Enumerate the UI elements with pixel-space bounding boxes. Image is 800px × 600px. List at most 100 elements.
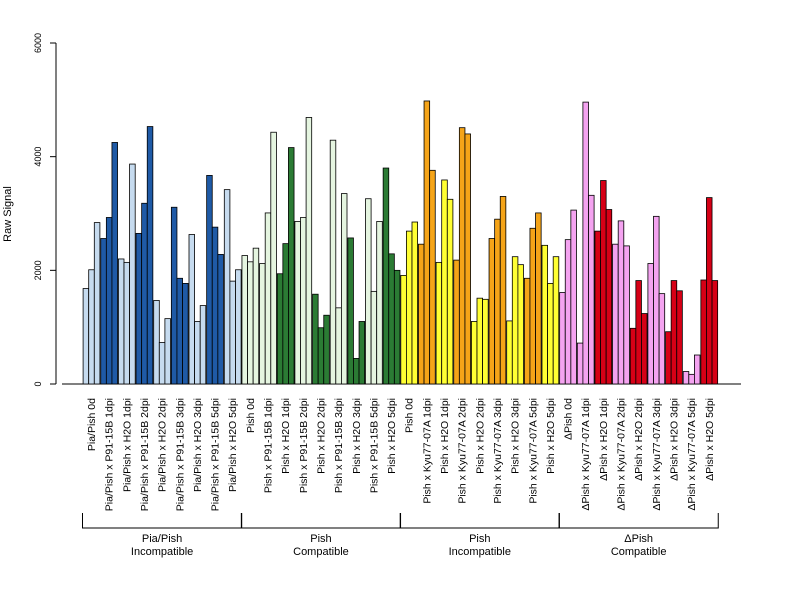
bar	[229, 280, 236, 385]
x-tick-label: ΔPish x Kyu77-07A 2dpi	[616, 398, 628, 511]
bar	[100, 238, 107, 385]
bar	[235, 269, 242, 385]
bar	[105, 217, 113, 385]
x-tick-label: Pish x H2O 1dpi	[439, 398, 451, 474]
bar	[499, 196, 507, 385]
bar	[559, 292, 566, 385]
group-bracket	[82, 513, 243, 529]
bar	[676, 290, 683, 385]
x-tick-label: Pia/Pish x H2O 3dpi	[192, 398, 204, 492]
x-tick-label: ΔPish x Kyu77-07A 5dpi	[686, 398, 698, 511]
x-tick-label: ΔPish x H2O 1dpi	[598, 398, 610, 481]
group-bracket	[399, 513, 560, 529]
group-label-line1: Pish	[310, 533, 331, 545]
x-tick-label: Pia/Pish x H2O 5dpi	[227, 398, 239, 492]
bar	[706, 197, 713, 385]
bar	[605, 209, 613, 385]
bar	[393, 269, 401, 385]
x-tick-label: Pish x P91-15B 3dpi	[333, 398, 345, 493]
bar	[623, 245, 630, 385]
bar	[111, 142, 118, 385]
bar	[153, 300, 160, 385]
bar	[312, 293, 319, 385]
bar	[294, 221, 301, 385]
bar	[658, 293, 666, 385]
bar	[700, 279, 707, 385]
group-label-line2: Incompatible	[131, 546, 193, 558]
bar	[158, 342, 166, 385]
bar	[665, 331, 672, 385]
bar	[259, 263, 266, 385]
y-axis-ticks: 0 2000 4000 6000	[33, 33, 56, 387]
bar	[476, 297, 483, 385]
bar	[488, 238, 496, 385]
bar	[694, 354, 701, 385]
bar	[82, 288, 90, 385]
bar	[570, 209, 577, 385]
bar	[711, 280, 719, 385]
x-tick-label: Pish x H2O 3dpi	[351, 398, 363, 474]
bar	[388, 253, 395, 385]
bar	[670, 280, 678, 385]
x-tick-label: Pish x H2O 2dpi	[474, 398, 486, 474]
bar	[93, 222, 101, 385]
bar	[470, 321, 478, 385]
bar	[529, 227, 536, 385]
group-label-line1: Pia/Pish	[142, 533, 182, 545]
bar	[617, 220, 625, 385]
group-label-line1: Pish	[469, 533, 490, 545]
bar	[594, 230, 601, 385]
bar	[435, 261, 443, 385]
bar	[335, 307, 342, 385]
bar	[194, 321, 201, 385]
x-tick-label: Pish 0d	[245, 398, 257, 433]
bar	[353, 358, 360, 385]
bar	[188, 234, 195, 385]
bar	[164, 318, 171, 385]
bar	[688, 373, 695, 385]
bar	[535, 212, 542, 385]
bar	[405, 230, 413, 385]
bar	[241, 255, 248, 385]
bar	[317, 327, 325, 385]
bar	[653, 215, 660, 385]
bar	[182, 283, 189, 385]
bar	[288, 147, 295, 385]
y-axis-label: Raw Signal	[2, 186, 14, 242]
x-tick-label: Pish x H2O 1dpi	[280, 398, 292, 474]
bar	[446, 198, 454, 385]
bar	[552, 256, 560, 385]
bar	[547, 283, 554, 385]
x-tick-label: Pia/Pish x P91-15B 1dpi	[104, 398, 116, 511]
x-tick-label: Pia/Pish 0d	[86, 398, 98, 451]
x-tick-label: Pia/Pish x H2O 1dpi	[121, 398, 133, 492]
bar	[382, 167, 390, 385]
bar	[441, 179, 448, 385]
x-tick-label: Pish 0d	[404, 398, 416, 433]
bar	[264, 212, 272, 385]
x-tick-label: Pish x H2O 5dpi	[545, 398, 557, 474]
bar	[600, 180, 607, 385]
bar	[429, 169, 436, 385]
bar	[347, 237, 354, 385]
x-tick-label: ΔPish x H2O 3dpi	[668, 398, 680, 481]
bar	[270, 131, 277, 385]
x-tick-label: Pia/Pish x H2O 2dpi	[157, 398, 169, 492]
bar	[400, 275, 407, 385]
bar	[123, 261, 130, 385]
bar	[582, 101, 589, 385]
bar	[199, 305, 207, 385]
y-tick-label: 2000	[33, 260, 43, 280]
x-tick-label: Pish x H2O 3dpi	[510, 398, 522, 474]
bar	[511, 256, 519, 385]
bar	[464, 133, 471, 385]
x-tick-label: Pia/Pish x P91-15B 5dpi	[210, 398, 222, 511]
x-tick-label: Pish x P91-15B 2dpi	[298, 398, 310, 493]
bar	[141, 202, 148, 385]
bar	[135, 232, 143, 385]
x-tick-label: Pish x H2O 2dpi	[315, 398, 327, 474]
x-tick-label: Pish x H2O 5dpi	[386, 398, 398, 474]
bar	[647, 263, 654, 385]
y-axis: 0 2000 4000 6000 Raw Signal	[2, 33, 57, 387]
bar	[423, 100, 431, 385]
